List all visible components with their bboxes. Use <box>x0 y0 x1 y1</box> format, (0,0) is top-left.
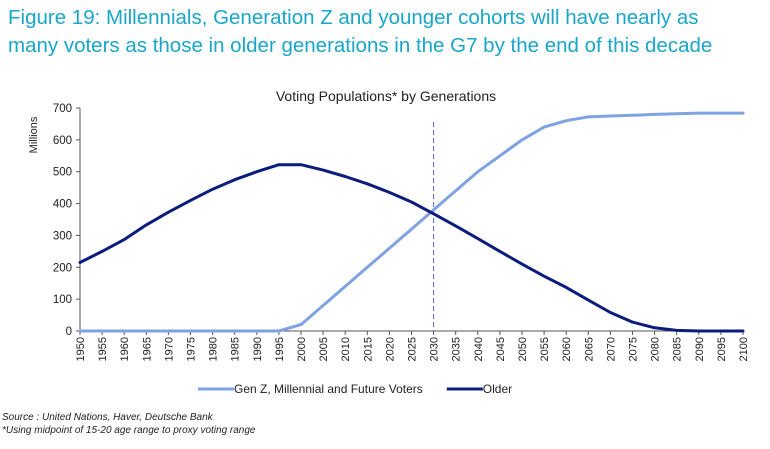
x-tick-label: 2090 <box>694 337 706 361</box>
x-tick-label: 1950 <box>75 337 87 361</box>
x-tick-label: 1980 <box>208 337 220 361</box>
legend: Gen Z, Millennial and Future Voters Older <box>198 382 512 396</box>
x-tick-label: 2100 <box>738 337 750 361</box>
y-tick-label: 500 <box>53 167 72 179</box>
x-tick-label: 2025 <box>407 337 419 361</box>
source-notes: Source : United Nations, Haver, Deutsche… <box>2 411 256 437</box>
x-tick-label: 2030 <box>429 337 441 361</box>
y-tick-label: 700 <box>53 103 72 115</box>
y-tick-label: 100 <box>53 294 72 306</box>
x-tick-label: 2020 <box>384 337 396 361</box>
x-tick-label: 2035 <box>451 337 463 361</box>
x-tick-label: 2005 <box>318 337 330 361</box>
y-tick-label: 400 <box>53 199 72 211</box>
x-tick-label: 2010 <box>340 337 352 361</box>
x-tick-label: 2085 <box>672 337 684 361</box>
series-line-genz-millennial-future <box>78 111 745 333</box>
x-tick-label: 1995 <box>274 337 286 361</box>
y-axis: 0 100 200 300 400 500 600 700 <box>53 103 81 338</box>
x-tick-label: 2015 <box>362 337 374 361</box>
x-tick-label: 1970 <box>163 337 175 361</box>
legend-label-genz: Gen Z, Millennial and Future Voters <box>234 382 423 396</box>
y-axis-label: Millions <box>28 116 40 153</box>
x-tick-label: 2075 <box>628 337 640 361</box>
legend-label-older: Older <box>483 382 512 396</box>
x-tick-label: 2055 <box>539 337 551 361</box>
x-tick-label: 2065 <box>583 337 595 361</box>
x-axis: 1950 1955 1960 1965 1970 1975 1980 1985 1990 1995… <box>75 330 750 361</box>
x-tick-label: 2060 <box>561 337 573 361</box>
x-tick-label: 2080 <box>650 337 662 361</box>
x-tick-label: 1990 <box>252 337 264 361</box>
x-tick-label: 2045 <box>495 337 507 361</box>
x-tick-label: 2050 <box>517 337 529 361</box>
x-tick-label: 2000 <box>296 337 308 361</box>
series-line-older <box>78 163 745 333</box>
x-tick-label: 2095 <box>716 337 728 361</box>
series-group <box>78 111 745 333</box>
x-tick-label: 1960 <box>119 337 131 361</box>
x-tick-label: 1955 <box>97 337 109 361</box>
figure-title: Figure 19: Millennials, Generation Z and… <box>8 4 763 60</box>
y-tick-label: 0 <box>66 326 72 338</box>
x-tick-label: 1985 <box>230 337 242 361</box>
x-tick-label: 2040 <box>473 337 485 361</box>
source-text: Source : United Nations, Haver, Deutsche… <box>2 412 213 423</box>
chart-title: Voting Populations* by Generations <box>276 88 496 104</box>
x-tick-label: 1965 <box>141 337 153 361</box>
x-tick-label: 2070 <box>605 337 617 361</box>
y-tick-label: 200 <box>53 262 72 274</box>
x-tick-label: 1975 <box>186 337 198 361</box>
figure-title-line-1: Figure 19: Millennials, Generation Z and… <box>8 6 699 29</box>
y-tick-label: 600 <box>53 135 72 147</box>
y-tick-label: 300 <box>53 230 72 242</box>
footnote-text: *Using midpoint of 15-20 age range to pr… <box>2 425 256 436</box>
figure-title-line-2: many voters as those in older generation… <box>8 34 713 57</box>
